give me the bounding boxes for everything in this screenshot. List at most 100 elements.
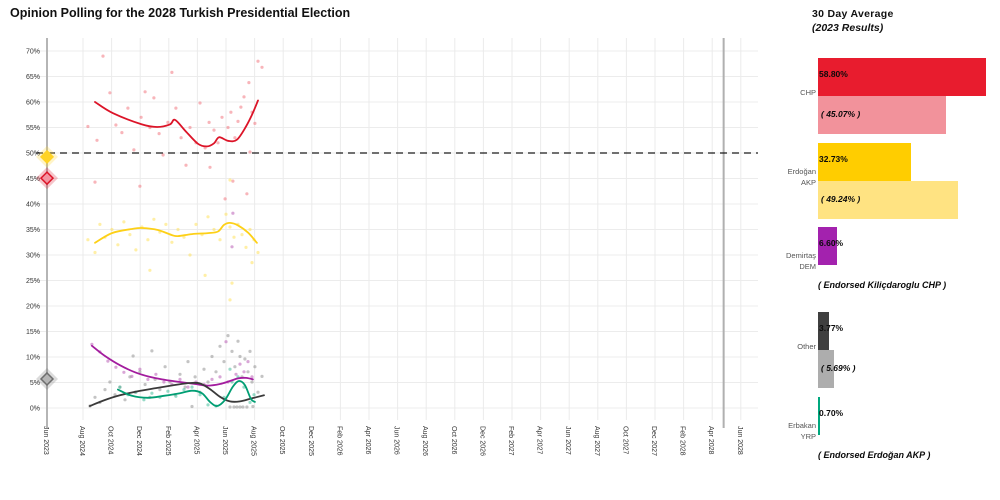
poll-point	[236, 119, 240, 123]
poll-point	[146, 377, 150, 381]
poll-point	[142, 398, 146, 402]
summary-panel: 30 Day Average (2023 Results) CHP 58.80% (…	[770, 0, 1000, 500]
poll-point	[239, 105, 243, 109]
x-axis-label: Jun 2026	[393, 426, 400, 455]
avg-bar-dem	[818, 227, 837, 265]
x-axis-label: Feb 2027	[507, 426, 514, 456]
trend-line	[94, 99, 259, 148]
y-axis-label: 45%	[26, 176, 40, 183]
poll-point	[116, 243, 120, 247]
poll-point	[206, 380, 210, 384]
poll-point	[110, 227, 114, 232]
poll-point	[260, 374, 264, 378]
poll-point	[212, 128, 216, 132]
poll-point	[236, 339, 240, 343]
avg-bar-other	[818, 312, 829, 350]
poll-point	[228, 367, 232, 371]
y-axis-label: 20%	[26, 304, 40, 311]
result-value-akp: ( 49.24% )	[821, 194, 861, 204]
poll-point	[206, 403, 210, 407]
poll-point	[103, 388, 107, 392]
poll-point	[161, 153, 165, 157]
poll-point	[220, 115, 224, 119]
poll-point	[114, 123, 118, 127]
poll-point	[118, 385, 122, 389]
poll-point	[202, 367, 206, 371]
poll-point	[232, 235, 236, 239]
poll-point	[148, 268, 152, 272]
x-axis-label: Aug 2025	[250, 426, 257, 456]
poll-point	[224, 340, 228, 344]
poll-point	[152, 96, 156, 100]
poll-point	[134, 248, 138, 252]
y-axis-label: 55%	[26, 125, 40, 132]
poll-point	[208, 165, 212, 169]
x-axis-label: Feb 2025	[164, 426, 171, 456]
poll-point	[247, 81, 251, 85]
poll-point	[138, 370, 142, 374]
x-axis-label: Aug 2024	[78, 426, 85, 456]
poll-point	[230, 281, 234, 285]
y-axis-label: 25%	[26, 278, 40, 285]
x-axis-label: Jun 2023	[42, 426, 49, 455]
x-axis-label: Dec 2027	[650, 426, 657, 456]
poll-point	[150, 349, 154, 353]
result-value-other: ( 5.69% )	[821, 363, 856, 373]
y-axis-label: 0%	[30, 406, 40, 413]
poll-point	[230, 245, 234, 249]
panel-subtitle: (2023 Results)	[812, 22, 884, 34]
poll-point	[152, 217, 156, 221]
poll-point	[250, 375, 254, 379]
poll-point	[246, 370, 250, 374]
poll-point	[190, 385, 194, 389]
poll-point	[138, 184, 142, 188]
y-axis-label: 60%	[26, 100, 40, 107]
endorsement-note-dem: ( Endorsed Kiliçdaroglu CHP )	[818, 280, 947, 290]
y-axis-label: 10%	[26, 355, 40, 362]
poll-point	[86, 124, 90, 129]
poll-point	[245, 192, 249, 196]
y-axis-label: 65%	[26, 74, 40, 81]
poll-point	[260, 65, 264, 69]
y-axis-label: 70%	[26, 49, 40, 56]
poll-point	[93, 180, 97, 184]
poll-point	[154, 372, 158, 376]
poll-point	[248, 349, 252, 353]
endorsement-note-yrp: ( Endorsed Erdoğan AKP )	[818, 450, 931, 460]
poll-point	[248, 227, 252, 232]
poll-point	[86, 238, 90, 242]
poll-point	[198, 101, 202, 105]
poll-point	[229, 110, 233, 114]
poll-point	[232, 405, 236, 409]
poll-point	[231, 179, 235, 183]
poll-point	[233, 365, 237, 369]
trend-line	[117, 380, 256, 407]
poll-point	[253, 121, 257, 125]
poll-point	[128, 375, 132, 379]
poll-point	[122, 370, 126, 374]
poll-point	[146, 238, 150, 242]
poll-point	[242, 95, 246, 99]
poll-point	[194, 222, 198, 226]
poll-point	[243, 357, 247, 361]
poll-point	[233, 136, 237, 140]
result-bar-other	[818, 350, 835, 388]
poll-point	[182, 388, 186, 392]
poll-point	[210, 377, 214, 381]
poll-point	[132, 148, 136, 152]
poll-point	[244, 245, 248, 249]
poll-point	[163, 365, 167, 369]
poll-point	[248, 150, 252, 154]
poll-point	[170, 240, 174, 244]
poll-point	[238, 354, 242, 359]
panel-title: 30 Day Average	[812, 8, 894, 20]
poll-point	[253, 365, 257, 369]
poll-point	[150, 391, 154, 395]
poll-point	[113, 393, 117, 397]
poll-point	[242, 370, 246, 374]
avg-value-akp: 32.73%	[819, 154, 848, 164]
poll-point	[235, 405, 239, 409]
poll-point	[114, 365, 118, 369]
poll-point	[193, 375, 197, 379]
